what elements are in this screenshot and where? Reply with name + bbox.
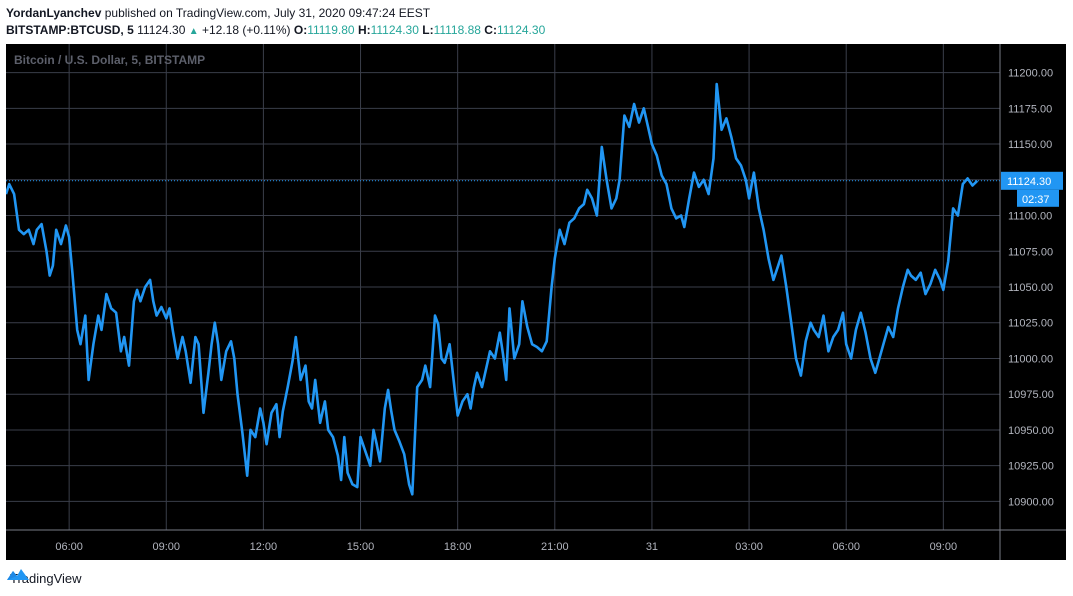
x-tick-label: 09:00	[153, 541, 181, 553]
price-change: +12.18 (+0.11%)	[202, 23, 291, 37]
y-tick-label: 10925.00	[1008, 461, 1054, 473]
high-value: 11124.30	[370, 23, 419, 37]
x-tick-label: 06:00	[832, 541, 860, 553]
low-value: 11118.88	[433, 23, 481, 37]
y-tick-label: 11050.00	[1008, 282, 1053, 294]
y-tick-label: 11100.00	[1008, 211, 1052, 223]
high-label: H:	[357, 23, 371, 37]
last-price: 11124.30	[137, 23, 186, 37]
brand-name: TradingView	[10, 570, 82, 586]
y-tick-label: 10900.00	[1008, 496, 1054, 508]
last-price-label: 11124.30	[1007, 176, 1051, 188]
x-tick-label: 06:00	[55, 541, 83, 553]
x-tick-label: 12:00	[250, 541, 278, 553]
y-tick-label: 11075.00	[1008, 246, 1053, 258]
countdown-badge	[1017, 189, 1059, 207]
symbol-label: BITSTAMP:BTCUSD, 5	[6, 23, 134, 37]
price-series-line	[6, 82, 979, 496]
x-tick-label: 31	[646, 541, 658, 553]
x-tick-label: 18:00	[444, 541, 472, 553]
countdown-label: 02:37	[1022, 194, 1050, 206]
y-tick-label: 11000.00	[1008, 353, 1053, 365]
x-tick-label: 03:00	[735, 541, 763, 553]
y-tick-label: 10975.00	[1008, 389, 1054, 401]
y-tick-label: 10950.00	[1008, 425, 1054, 437]
quote-line: BITSTAMP:BTCUSD, 5 11124.30 ▲ +12.18 (+0…	[6, 21, 545, 41]
tradingview-branding: TradingView	[6, 566, 82, 590]
x-tick-label: 21:00	[541, 541, 569, 553]
last-price-badge	[1001, 171, 1063, 190]
y-tick-label: 11150.00	[1008, 139, 1052, 151]
author-name[interactable]: YordanLyanchev	[6, 6, 102, 20]
chart-title: Bitcoin / U.S. Dollar, 5, BITSTAMP	[14, 53, 205, 67]
low-label: L:	[422, 23, 434, 37]
y-tick-label: 11175.00	[1008, 103, 1052, 115]
chart-area[interactable]: 11200.0011175.0011150.0011125.0011100.00…	[6, 44, 1066, 560]
publication-info: published on TradingView.com, July 31, 2…	[104, 6, 431, 20]
x-tick-label: 09:00	[930, 541, 958, 553]
tradingview-logo-icon	[7, 569, 29, 580]
close-value: 11124.30	[496, 23, 546, 37]
up-arrow-icon: ▲	[188, 26, 199, 37]
x-tick-label: 15:00	[347, 541, 375, 553]
y-tick-label: 11200.00	[1008, 68, 1053, 80]
y-tick-label: 11025.00	[1008, 318, 1053, 330]
open-value: 11119.80	[307, 23, 355, 37]
publication-header: YordanLyanchev published on TradingView.…	[6, 4, 430, 22]
price-chart[interactable]: 11200.0011175.0011150.0011125.0011100.00…	[6, 44, 1066, 560]
close-label: C:	[484, 23, 497, 37]
open-label: O:	[293, 23, 308, 37]
